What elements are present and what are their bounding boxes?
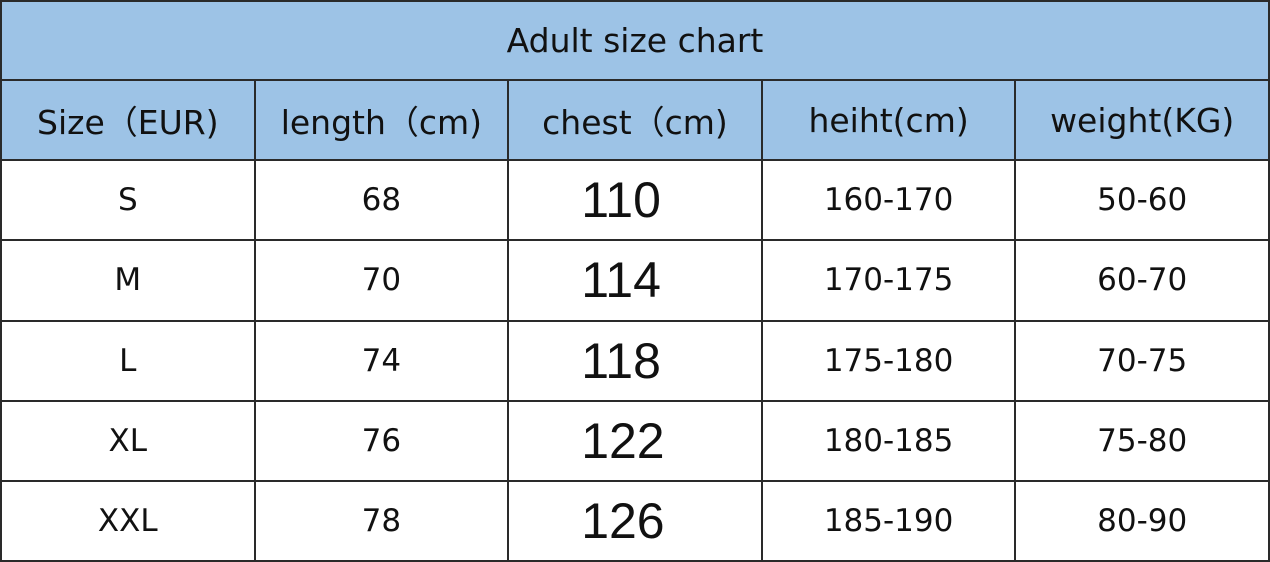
cell-weight: 80-90 (1014, 479, 1270, 562)
cell-weight: 60-70 (1014, 239, 1270, 322)
cell-weight: 75-80 (1014, 399, 1270, 482)
cell-height: 185-190 (760, 479, 1017, 562)
table-row: S 68 110 160-170 50-60 (0, 159, 1270, 242)
cell-length: 76 (253, 399, 510, 482)
cell-height: 180-185 (760, 399, 1017, 482)
column-header-weight: weight(KG) (1014, 79, 1270, 162)
cell-size: M (0, 239, 256, 322)
cell-height: 160-170 (760, 159, 1017, 242)
cell-chest: 110 (507, 159, 763, 242)
cell-height: 175-180 (760, 319, 1017, 402)
table-row: L 74 118 175-180 70-75 (0, 319, 1270, 402)
cell-length: 78 (253, 479, 510, 562)
cell-chest: 118 (507, 319, 763, 402)
table-row: XXL 78 126 185-190 80-90 (0, 479, 1270, 562)
cell-size: XXL (0, 479, 256, 562)
cell-length: 68 (253, 159, 510, 242)
column-header-size: Size（EUR) (0, 79, 256, 162)
cell-height: 170-175 (760, 239, 1017, 322)
cell-size: S (0, 159, 256, 242)
column-header-chest: chest（cm) (507, 79, 763, 162)
cell-weight: 50-60 (1014, 159, 1270, 242)
cell-chest: 122 (507, 399, 763, 482)
column-header-height: heiht(cm) (760, 79, 1017, 162)
column-header-length: length（cm) (253, 79, 510, 162)
cell-chest: 126 (507, 479, 763, 562)
table-title: Adult size chart (0, 0, 1270, 82)
table-row: XL 76 122 180-185 75-80 (0, 399, 1270, 482)
cell-weight: 70-75 (1014, 319, 1270, 402)
cell-size: L (0, 319, 256, 402)
table-row: M 70 114 170-175 60-70 (0, 239, 1270, 322)
cell-size: XL (0, 399, 256, 482)
cell-chest: 114 (507, 239, 763, 322)
cell-length: 70 (253, 239, 510, 322)
header-row: Size（EUR) length（cm) chest（cm) heiht(cm)… (0, 79, 1270, 162)
cell-length: 74 (253, 319, 510, 402)
